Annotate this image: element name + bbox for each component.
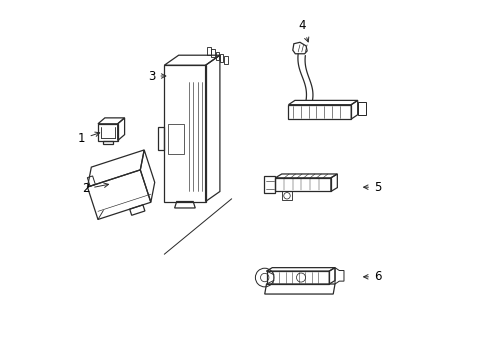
Bar	[358, 102, 366, 115]
Text: 6: 6	[364, 270, 381, 283]
Text: 5: 5	[364, 181, 381, 194]
Bar	[264, 176, 275, 193]
Text: 4: 4	[298, 19, 309, 42]
Bar	[289, 105, 351, 119]
Bar	[168, 124, 184, 154]
Bar	[282, 191, 292, 201]
Text: 2: 2	[82, 183, 108, 195]
Bar	[275, 178, 331, 192]
Text: 3: 3	[148, 69, 166, 82]
Bar	[267, 271, 329, 284]
Text: 1: 1	[78, 132, 99, 145]
